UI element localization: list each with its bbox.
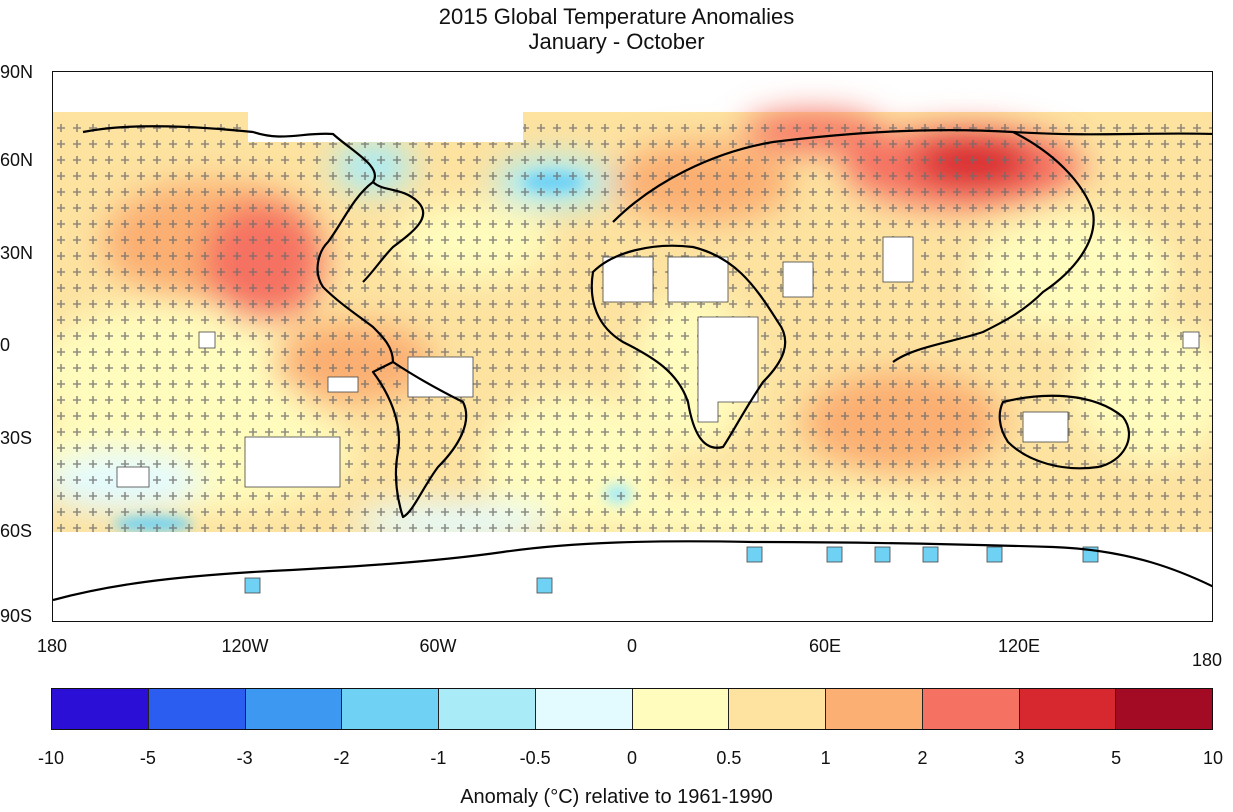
lat-tick-60n: 60N xyxy=(0,150,34,170)
lat-tick-90n: 90N xyxy=(0,62,34,82)
no-data-tibet xyxy=(882,236,914,283)
coast-south-america xyxy=(371,360,468,519)
colorbar xyxy=(51,688,1213,730)
chart-title: 2015 Global Temperature Anomalies xyxy=(438,4,795,29)
antarctic-station-boxes xyxy=(244,546,1099,594)
coastlines xyxy=(53,125,1212,602)
coast-antarctica xyxy=(53,540,1212,602)
colorbar-swatch-9 xyxy=(922,689,1020,729)
lon-tick-120w: 120W xyxy=(221,636,269,656)
colorbar-caption: Anomaly (°C) relative to 1961-1990 xyxy=(460,786,773,808)
temperature-map xyxy=(52,71,1213,622)
map-canvas xyxy=(53,72,1212,621)
lon-tick-120e: 120E xyxy=(997,636,1041,656)
station-box-1 xyxy=(244,577,261,594)
coast-eurasia xyxy=(612,128,1212,223)
lon-tick-180w: 180 xyxy=(36,636,68,656)
colorbar-swatch-8 xyxy=(826,689,923,729)
no-data-greenland-arctic xyxy=(248,87,523,142)
no-data-s-pacific-west xyxy=(116,466,150,488)
no-data-w-pacific-box xyxy=(1182,331,1200,349)
coast-north-america-east xyxy=(362,181,425,283)
no-data-central-africa xyxy=(697,316,759,423)
no-data-n-africa-west xyxy=(602,256,654,303)
colorbar-swatch-7 xyxy=(729,689,826,729)
coast-africa xyxy=(590,244,787,449)
station-box-7 xyxy=(986,546,1003,563)
no-data-arabia xyxy=(782,261,814,298)
coast-asia-east xyxy=(892,131,1095,363)
lat-tick-30s: 30S xyxy=(0,428,33,448)
lat-tick-0: 0 xyxy=(0,335,11,355)
station-box-6 xyxy=(922,546,939,563)
lat-tick-30n: 30N xyxy=(0,243,34,263)
colorbar-tick-label: 10 xyxy=(1202,748,1224,768)
lon-tick-0: 0 xyxy=(626,636,638,656)
colorbar-tick-label: -10 xyxy=(37,748,65,768)
colorbar-swatch-5 xyxy=(535,689,633,729)
station-box-2 xyxy=(536,577,553,594)
no-data-e-pacific xyxy=(327,376,359,393)
colorbar-swatch-6 xyxy=(632,689,730,729)
no-data-antarctic-band xyxy=(53,532,1212,621)
chart-subtitle: January - October xyxy=(528,29,705,54)
no-data-australia xyxy=(1022,411,1069,443)
colorbar-tick-label: -2 xyxy=(333,748,350,768)
coast-australia xyxy=(998,394,1130,470)
colorbar-tick-label: 0.5 xyxy=(716,748,742,768)
colorbar-swatch-4 xyxy=(439,689,536,729)
station-box-3 xyxy=(746,546,763,563)
colorbar-tick-label: -3 xyxy=(236,748,253,768)
no-data-c-pacific-box xyxy=(198,331,216,349)
colorbar-tick-label: 2 xyxy=(917,748,928,768)
colorbar-swatch-2 xyxy=(245,689,343,729)
no-data-n-africa-east xyxy=(667,256,729,303)
no-data-s-pacific-central xyxy=(244,436,341,488)
station-box-4 xyxy=(826,546,843,563)
colorbar-swatch-1 xyxy=(148,689,246,729)
coast-north-america xyxy=(82,125,395,363)
colorbar-tick-label: -5 xyxy=(139,748,156,768)
no-data-boxes xyxy=(53,87,1212,621)
significance-crosses xyxy=(53,117,1212,532)
colorbar-swatch-0 xyxy=(52,689,149,729)
colorbar-swatch-10 xyxy=(1019,689,1117,729)
colorbar-tick-label: 5 xyxy=(1111,748,1122,768)
colorbar-swatch-3 xyxy=(342,689,439,729)
lon-tick-60e: 60E xyxy=(808,636,842,656)
colorbar-tick-label: -0.5 xyxy=(519,748,551,768)
colorbar-tick-label: -1 xyxy=(430,748,447,768)
station-box-5 xyxy=(874,546,891,563)
colorbar-tick-label: 0 xyxy=(626,748,638,768)
colorbar-swatch-11 xyxy=(1116,689,1212,729)
colorbar-tick-label: 3 xyxy=(1014,748,1025,768)
lon-tick-180e: 180 xyxy=(1192,650,1223,670)
lat-tick-60s: 60S xyxy=(0,521,33,541)
colorbar-tick-label: 1 xyxy=(820,748,831,768)
lon-tick-60w: 60W xyxy=(419,636,457,656)
lat-tick-90s: 90S xyxy=(0,606,33,626)
